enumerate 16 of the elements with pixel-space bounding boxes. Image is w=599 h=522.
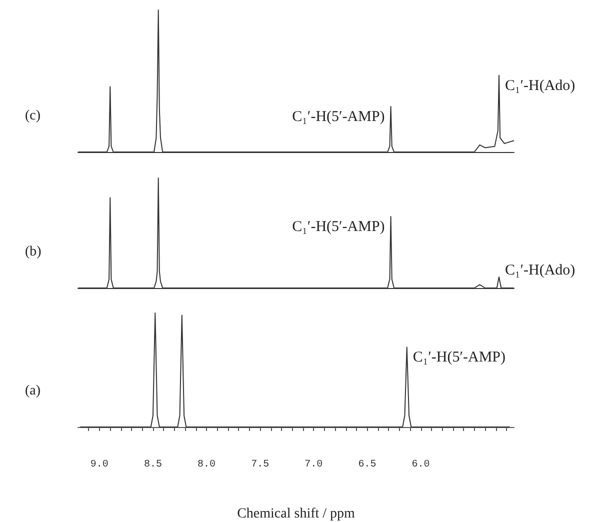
x-tick-label: 9.0 xyxy=(90,460,108,470)
text: (a) xyxy=(25,384,41,398)
x-tick-label: 6.0 xyxy=(412,460,430,470)
x-axis-title: Chemical shift / ppm xyxy=(237,506,356,522)
x-tick-label: 8.0 xyxy=(198,460,216,470)
annotation: C₁′-H(Ado) xyxy=(505,262,576,278)
x-tick-label: 8.5 xyxy=(144,460,162,470)
text: (b) xyxy=(25,244,42,260)
annotation: C₁′-H(Ado) xyxy=(505,78,576,94)
annotation: C₁′-H(5′-AMP) xyxy=(292,109,385,126)
x-tick-label: 6.5 xyxy=(358,460,376,470)
annotation: C₁′-H(5′-AMP) xyxy=(412,350,506,366)
x-tick-label: 7.5 xyxy=(251,460,270,470)
x-tick-label: 7.0 xyxy=(304,460,323,470)
text: (c) xyxy=(25,108,41,124)
annotation: C₁′-H(5′-AMP) xyxy=(292,219,385,235)
